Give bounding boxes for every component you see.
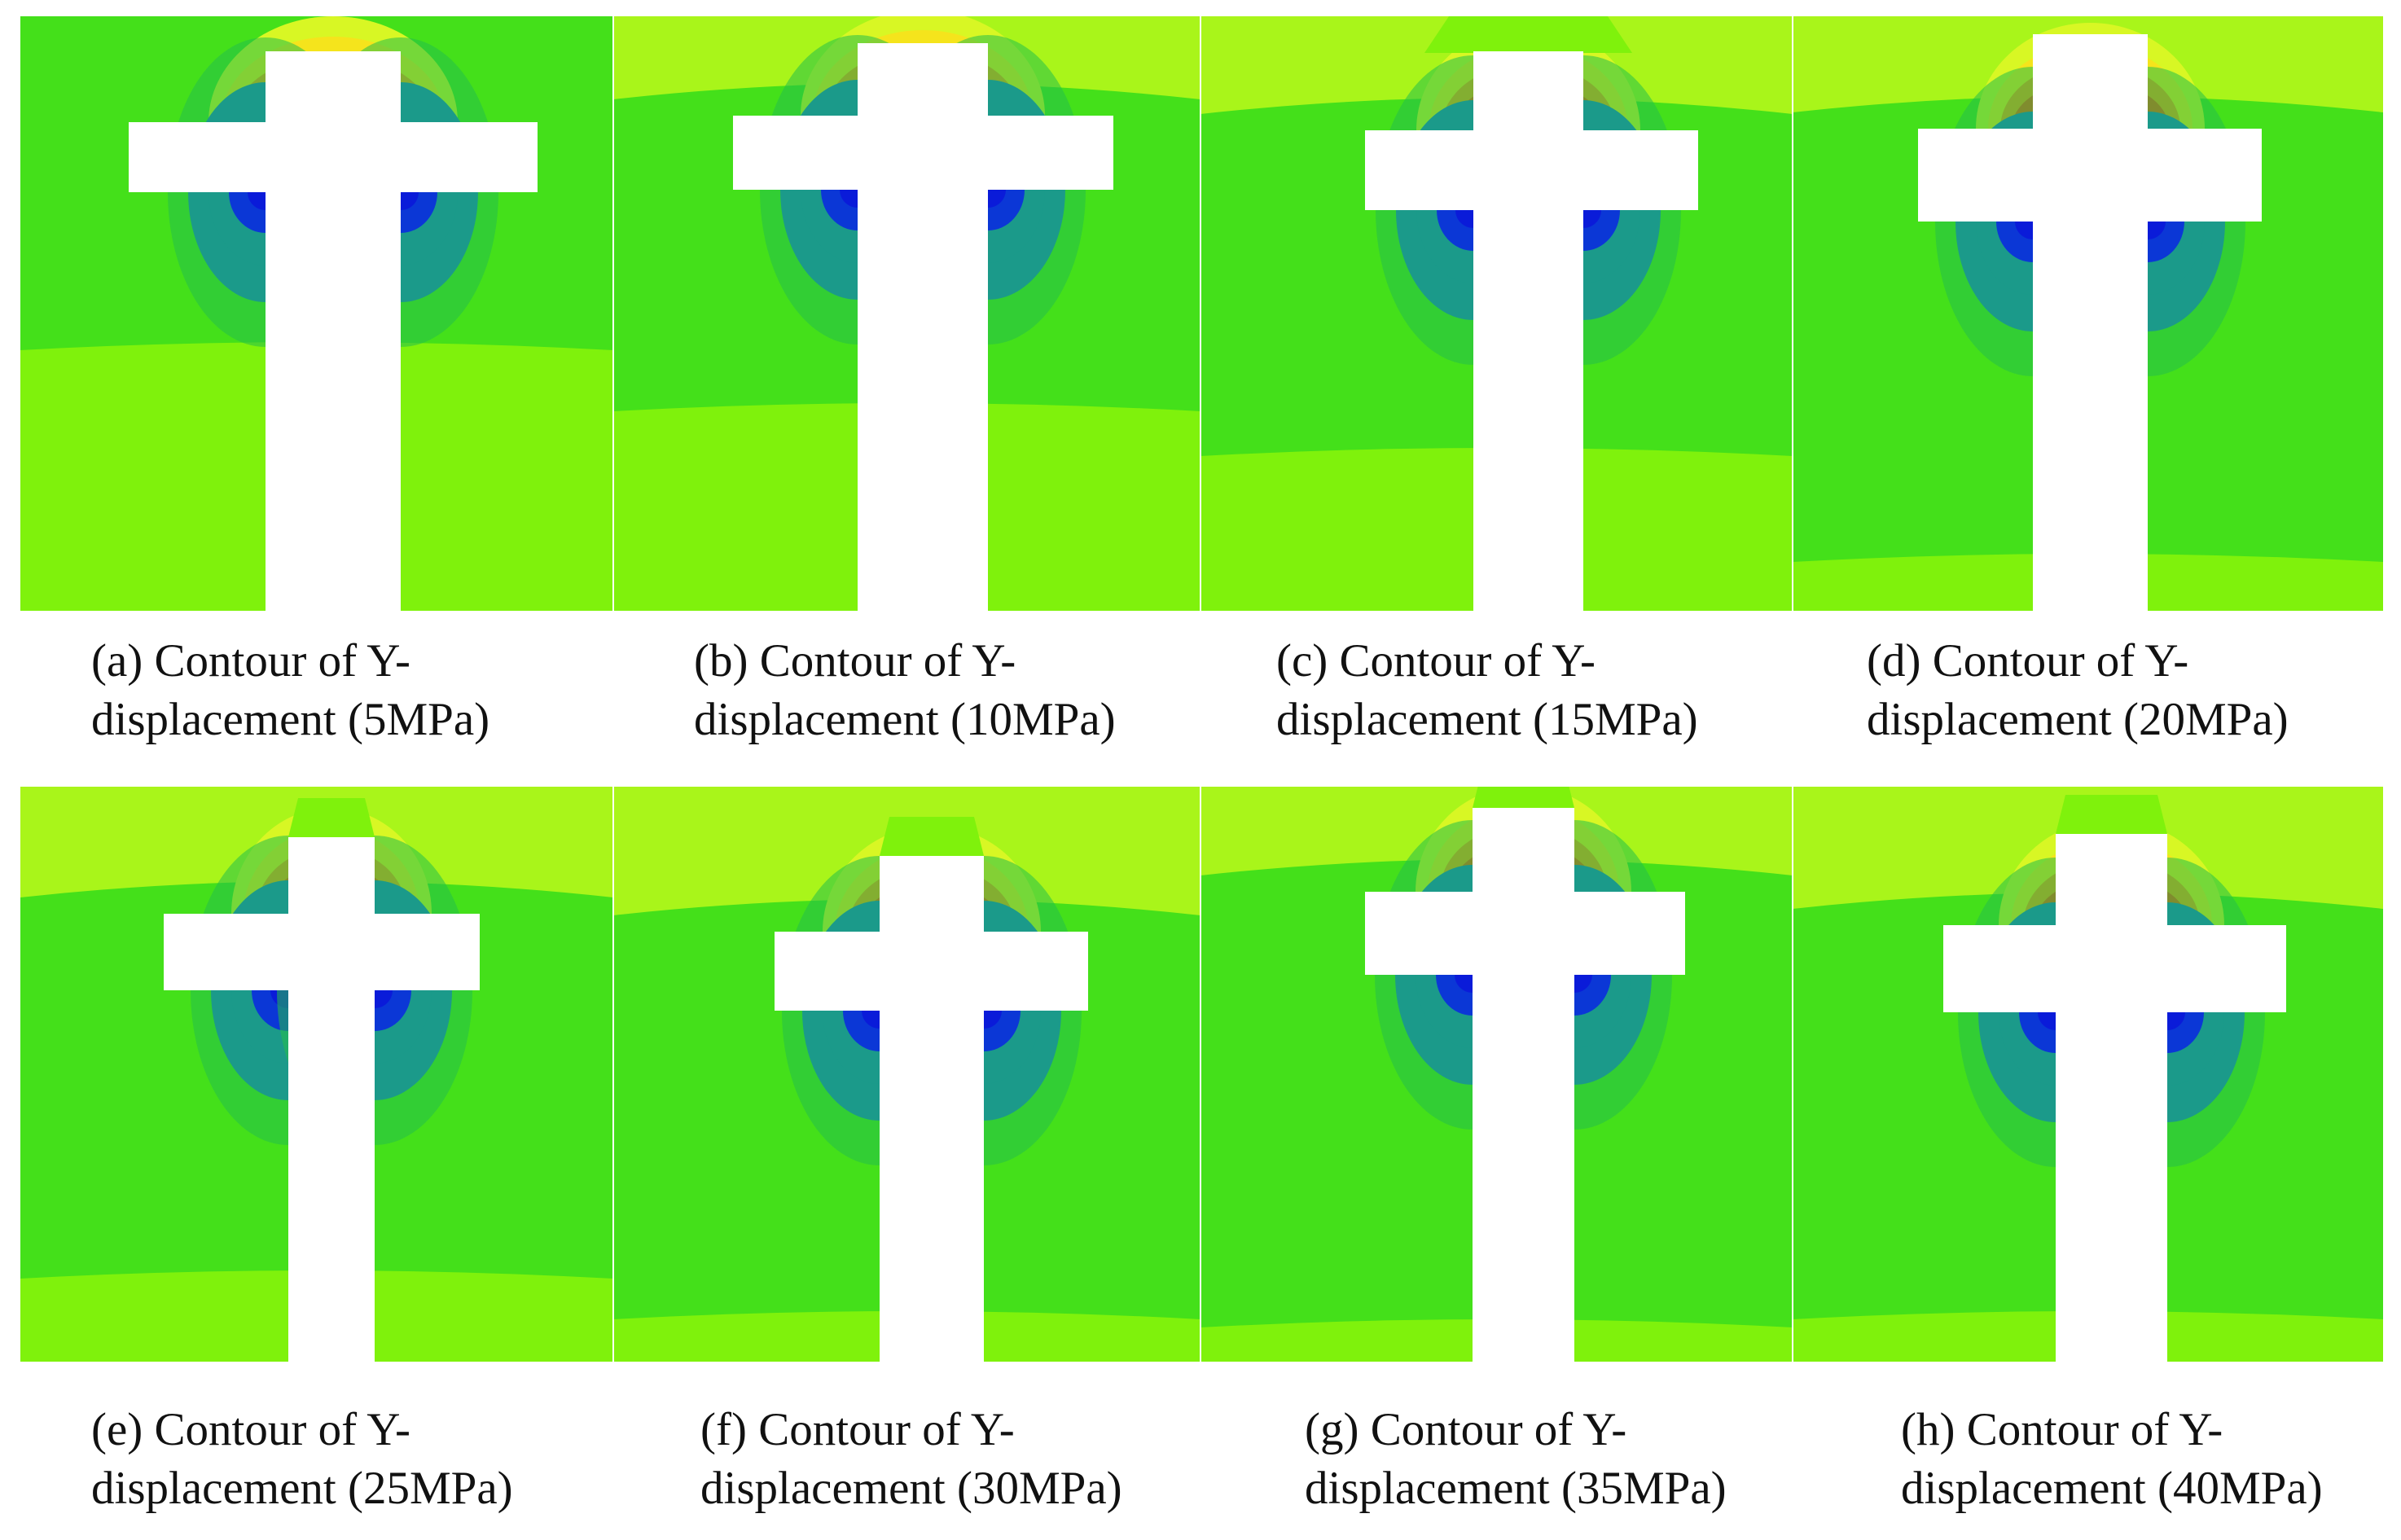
caption-d-line1: (d) Contour of Y-: [1867, 635, 2189, 687]
caption-g-line1: (g) Contour of Y-: [1305, 1404, 1627, 1455]
contour-panel-g: [1200, 787, 1793, 1362]
stem-cap: [880, 817, 984, 856]
caption-g: (g) Contour of Y- displacement (35MPa): [1305, 1401, 1727, 1518]
opening-crossbar: [129, 122, 538, 192]
caption-d-line2: displacement (20MPa): [1867, 694, 2289, 745]
caption-a: (a) Contour of Y- displacement (5MPa): [91, 632, 489, 749]
caption-f-line2: displacement (30MPa): [700, 1463, 1122, 1514]
caption-c-line1: (c) Contour of Y-: [1276, 635, 1596, 687]
opening-crossbar: [733, 116, 1113, 190]
contour-panel-c: [1200, 16, 1793, 611]
contour-panel-b: [613, 16, 1200, 611]
opening-crossbar: [1365, 130, 1698, 210]
contour-panel-h: [1793, 787, 2383, 1362]
opening-crossbar: [1365, 892, 1685, 975]
opening-stem: [1473, 808, 1574, 1362]
caption-f: (f) Contour of Y- displacement (30MPa): [700, 1401, 1122, 1518]
caption-b-line1: (b) Contour of Y-: [694, 635, 1016, 687]
opening-stem: [2033, 34, 2148, 611]
caption-f-line1: (f) Contour of Y-: [700, 1404, 1015, 1455]
caption-c: (c) Contour of Y- displacement (15MPa): [1276, 632, 1698, 749]
opening-crossbar: [164, 914, 480, 990]
contour-panel-a: [20, 16, 613, 611]
caption-d: (d) Contour of Y- displacement (20MPa): [1867, 632, 2289, 749]
contour-panel-f: [613, 787, 1200, 1362]
caption-h: (h) Contour of Y- displacement (40MPa): [1901, 1401, 2323, 1518]
caption-h-line2: displacement (40MPa): [1901, 1463, 2323, 1514]
caption-b-line2: displacement (10MPa): [694, 694, 1116, 745]
caption-c-line2: displacement (15MPa): [1276, 694, 1698, 745]
stem-cap: [288, 798, 375, 837]
opening-stem: [2056, 834, 2167, 1362]
caption-a-line2: displacement (5MPa): [91, 694, 490, 745]
contour-panel-e: [20, 787, 613, 1362]
caption-e: (e) Contour of Y- displacement (25MPa): [91, 1401, 513, 1518]
caption-b: (b) Contour of Y- displacement (10MPa): [694, 632, 1116, 749]
opening-crossbar: [1943, 925, 2286, 1012]
stem-cap: [2056, 795, 2167, 834]
caption-e-line2: displacement (25MPa): [91, 1463, 513, 1514]
opening-crossbar: [775, 932, 1088, 1011]
caption-a-line1: (a) Contour of Y-: [91, 635, 411, 687]
stem-cap: [1473, 787, 1574, 808]
opening-crossbar: [1918, 129, 2262, 222]
stem-cap: [1424, 16, 1632, 53]
caption-h-line1: (h) Contour of Y-: [1901, 1404, 2223, 1455]
caption-g-line2: displacement (35MPa): [1305, 1463, 1727, 1514]
caption-e-line1: (e) Contour of Y-: [91, 1404, 411, 1455]
contour-panel-d: [1793, 16, 2383, 611]
